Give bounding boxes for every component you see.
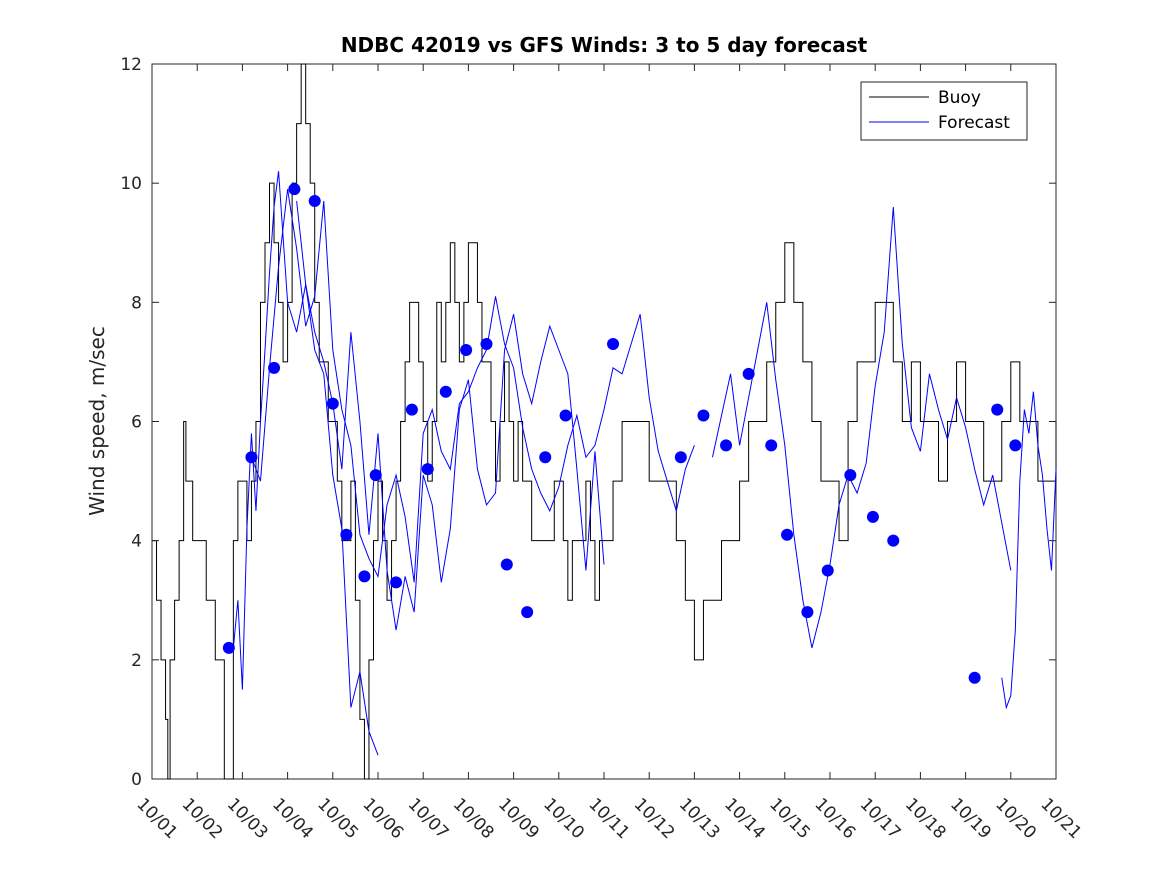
chart-title: NDBC 42019 vs GFS Winds: 3 to 5 day fore… (341, 33, 868, 57)
forecast-marker (697, 409, 710, 422)
forecast-marker (801, 606, 814, 619)
x-tick-label: 10/15 (765, 794, 814, 843)
forecast-marker (781, 528, 794, 541)
x-tick-label: 10/06 (358, 794, 407, 843)
x-tick-label: 10/05 (313, 794, 362, 843)
x-tick-label: 10/12 (630, 794, 679, 843)
x-tick-label: 10/20 (991, 794, 1040, 843)
y-tick-label: 0 (131, 770, 142, 790)
forecast-marker (245, 451, 258, 464)
forecast-series-line (296, 200, 605, 631)
forecast-marker (720, 439, 733, 452)
x-tick-label: 10/02 (178, 794, 227, 843)
forecast-markers-layer (222, 183, 1022, 684)
forecast-marker (390, 576, 403, 589)
forecast-marker (559, 409, 572, 422)
x-tick-label: 10/14 (720, 794, 769, 843)
y-tick-label: 6 (131, 413, 142, 433)
forecast-series-line (250, 189, 695, 583)
forecast-series-line (232, 171, 379, 756)
y-tick-label: 8 (131, 293, 142, 313)
forecast-marker (326, 397, 339, 410)
forecast-marker (460, 344, 473, 356)
forecast-marker (222, 641, 235, 654)
y-tick-label: 12 (120, 55, 142, 75)
x-tick-label: 10/21 (1036, 794, 1085, 843)
legend-forecast-label: Forecast (938, 113, 1010, 133)
x-tick-label: 10/07 (404, 794, 453, 843)
forecast-marker (358, 570, 371, 583)
forecast-marker (480, 338, 493, 351)
forecast-marker (405, 403, 418, 416)
x-tick-label: 10/10 (539, 794, 588, 843)
y-tick-label: 2 (131, 651, 142, 671)
forecast-marker (340, 528, 353, 541)
forecast-series-line (1001, 391, 1057, 710)
y-tick-label: 4 (131, 532, 142, 552)
x-tick-label: 10/09 (494, 794, 543, 843)
buoy-series-layer (152, 63, 1057, 780)
forecast-marker (421, 463, 434, 476)
forecast-marker (887, 534, 900, 547)
forecast-marker (268, 361, 281, 374)
forecast-marker (821, 564, 834, 577)
forecast-marker (968, 671, 981, 684)
x-tick-label: 10/04 (268, 794, 317, 843)
legend: Buoy Forecast (860, 81, 1028, 141)
forecast-series-line (711, 206, 1012, 649)
x-tick-label: 10/08 (449, 794, 498, 843)
x-tick-label: 10/17 (856, 794, 905, 843)
forecast-marker (991, 403, 1004, 416)
x-tick-label: 10/18 (901, 794, 950, 843)
forecast-marker (765, 439, 778, 452)
y-axis-label: Wind speed, m/sec (85, 326, 109, 516)
x-tick-label: 10/01 (132, 794, 181, 843)
forecast-marker (439, 385, 452, 398)
buoy-series-line (152, 63, 1057, 780)
legend-box (860, 81, 1028, 141)
forecast-marker (674, 451, 687, 464)
forecast-marker (844, 469, 857, 482)
forecast-marker (369, 469, 382, 482)
x-tick-label: 10/19 (946, 794, 995, 843)
legend-buoy-label: Buoy (938, 88, 981, 108)
forecast-marker (866, 510, 879, 523)
y-tick-label: 10 (120, 174, 142, 194)
x-tick-label: 10/03 (223, 794, 272, 843)
forecast-marker (521, 606, 534, 619)
forecast-marker (308, 195, 321, 208)
x-tick-label: 10/13 (675, 794, 724, 843)
forecast-marker (1009, 439, 1022, 452)
forecast-marker (500, 558, 513, 571)
forecast-marker (288, 183, 301, 196)
x-tick-label: 10/11 (584, 794, 633, 843)
forecast-marker (742, 367, 755, 380)
forecast-series-layer (232, 171, 1057, 756)
forecast-marker (607, 338, 620, 351)
x-tick-label: 10/16 (810, 794, 859, 843)
forecast-marker (539, 451, 552, 464)
